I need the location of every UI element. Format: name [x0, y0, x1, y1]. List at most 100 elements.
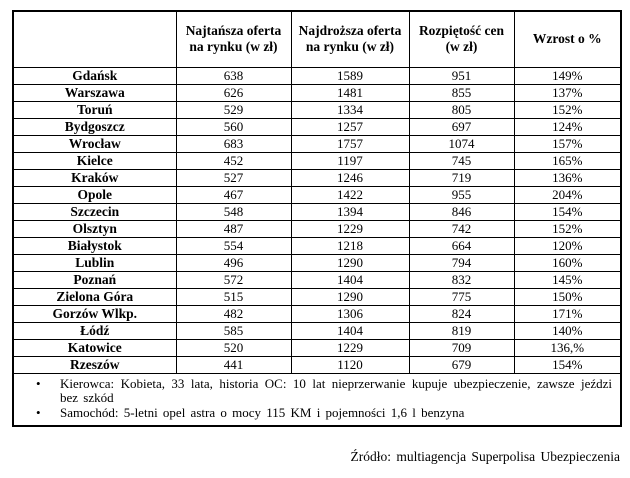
table-row: Szczecin 548 1394 846 154%: [12, 202, 622, 221]
table-row: Lublin 496 1290 794 160%: [12, 253, 622, 272]
value-cell: 824: [408, 304, 515, 323]
table-footer-row: • Kierowca: Kobieta, 33 lata, historia OC…: [12, 372, 622, 427]
value-cell: 805: [408, 100, 515, 119]
table-row: Łódź 585 1404 819 140%: [12, 321, 622, 340]
table-row: Gorzów Wlkp. 482 1306 824 171%: [12, 304, 622, 323]
value-cell: 137%: [513, 83, 622, 102]
bullet-icon: •: [36, 404, 41, 420]
value-cell: 124%: [513, 117, 622, 136]
table-row: Rzeszów 441 1120 679 154%: [12, 355, 622, 374]
city-cell: Białystok: [12, 236, 177, 255]
value-cell: 1120: [290, 355, 410, 374]
value-cell: 204%: [513, 185, 622, 204]
table-row: Toruń 529 1334 805 152%: [12, 100, 622, 119]
city-cell: Katowice: [12, 338, 177, 357]
value-cell: 554: [175, 236, 292, 255]
value-cell: 1757: [290, 134, 410, 153]
table-row: Kielce 452 1197 745 165%: [12, 151, 622, 170]
table-row: Kraków 527 1246 719 136%: [12, 168, 622, 187]
city-cell: Bydgoszcz: [12, 117, 177, 136]
value-cell: 520: [175, 338, 292, 357]
value-cell: 1394: [290, 202, 410, 221]
city-cell: Gdańsk: [12, 66, 177, 85]
table-row: Olsztyn 487 1229 742 152%: [12, 219, 622, 238]
value-cell: 638: [175, 66, 292, 85]
value-cell: 515: [175, 287, 292, 306]
value-cell: 719: [408, 168, 515, 187]
table-body: Gdańsk 638 1589 951 149% Warszawa 626 1481 855 13…: [12, 66, 622, 374]
value-cell: 150%: [513, 287, 622, 306]
table-row: Warszawa 626 1481 855 137%: [12, 83, 622, 102]
city-cell: Opole: [12, 185, 177, 204]
table-row: Bydgoszcz 560 1257 697 124%: [12, 117, 622, 136]
city-cell: Kielce: [12, 151, 177, 170]
table-row: Poznań 572 1404 832 145%: [12, 270, 622, 289]
value-cell: 1246: [290, 168, 410, 187]
column-header: Najdroższa oferta na rynku (w zł): [290, 10, 410, 68]
notes-cell: • Kierowca: Kobieta, 33 lata, historia OC…: [12, 372, 622, 427]
value-cell: 154%: [513, 202, 622, 221]
value-cell: 709: [408, 338, 515, 357]
value-cell: 1290: [290, 253, 410, 272]
value-cell: 794: [408, 253, 515, 272]
value-cell: 140%: [513, 321, 622, 340]
value-cell: 145%: [513, 270, 622, 289]
insurance-price-table: Najtańsza oferta na rynku (w zł) Najdrożs…: [12, 10, 622, 427]
value-cell: 697: [408, 117, 515, 136]
table-row: Opole 467 1422 955 204%: [12, 185, 622, 204]
value-cell: 819: [408, 321, 515, 340]
value-cell: 1589: [290, 66, 410, 85]
city-cell: Łódź: [12, 321, 177, 340]
city-cell: Rzeszów: [12, 355, 177, 374]
column-header: [12, 10, 177, 68]
value-cell: 679: [408, 355, 515, 374]
value-cell: 136%: [513, 168, 622, 187]
value-cell: 467: [175, 185, 292, 204]
city-cell: Szczecin: [12, 202, 177, 221]
value-cell: 1229: [290, 338, 410, 357]
value-cell: 683: [175, 134, 292, 153]
value-cell: 1229: [290, 219, 410, 238]
value-cell: 157%: [513, 134, 622, 153]
value-cell: 1306: [290, 304, 410, 323]
value-cell: 441: [175, 355, 292, 374]
city-cell: Lublin: [12, 253, 177, 272]
value-cell: 487: [175, 219, 292, 238]
value-cell: 136,%: [513, 338, 622, 357]
value-cell: 527: [175, 168, 292, 187]
value-cell: 548: [175, 202, 292, 221]
value-cell: 529: [175, 100, 292, 119]
value-cell: 152%: [513, 219, 622, 238]
value-cell: 1290: [290, 287, 410, 306]
value-cell: 775: [408, 287, 515, 306]
table-row: Gdańsk 638 1589 951 149%: [12, 66, 622, 85]
value-cell: 626: [175, 83, 292, 102]
value-cell: 855: [408, 83, 515, 102]
value-cell: 1404: [290, 321, 410, 340]
table-header-row: Najtańsza oferta na rynku (w zł) Najdrożs…: [12, 10, 622, 68]
table-row: Katowice 520 1229 709 136,%: [12, 338, 622, 357]
value-cell: 482: [175, 304, 292, 323]
city-cell: Poznań: [12, 270, 177, 289]
value-cell: 832: [408, 270, 515, 289]
table-row: Wrocław 683 1757 1074 157%: [12, 134, 622, 153]
value-cell: 560: [175, 117, 292, 136]
city-cell: Wrocław: [12, 134, 177, 153]
table-row: Zielona Góra 515 1290 775 150%: [12, 287, 622, 306]
value-cell: 1404: [290, 270, 410, 289]
table-row: Białystok 554 1218 664 120%: [12, 236, 622, 255]
value-cell: 1074: [408, 134, 515, 153]
column-header: Wzrost o %: [513, 10, 622, 68]
city-cell: Kraków: [12, 168, 177, 187]
city-cell: Toruń: [12, 100, 177, 119]
value-cell: 496: [175, 253, 292, 272]
value-cell: 154%: [513, 355, 622, 374]
bullet-icon: •: [36, 375, 41, 391]
value-cell: 1257: [290, 117, 410, 136]
value-cell: 171%: [513, 304, 622, 323]
value-cell: 1481: [290, 83, 410, 102]
footnote-text: Samochód: 5-letni opel astra o mocy 115 …: [60, 404, 465, 420]
footnote: • Samochód: 5-letni opel astra o mocy 115…: [22, 404, 612, 421]
value-cell: 1334: [290, 100, 410, 119]
